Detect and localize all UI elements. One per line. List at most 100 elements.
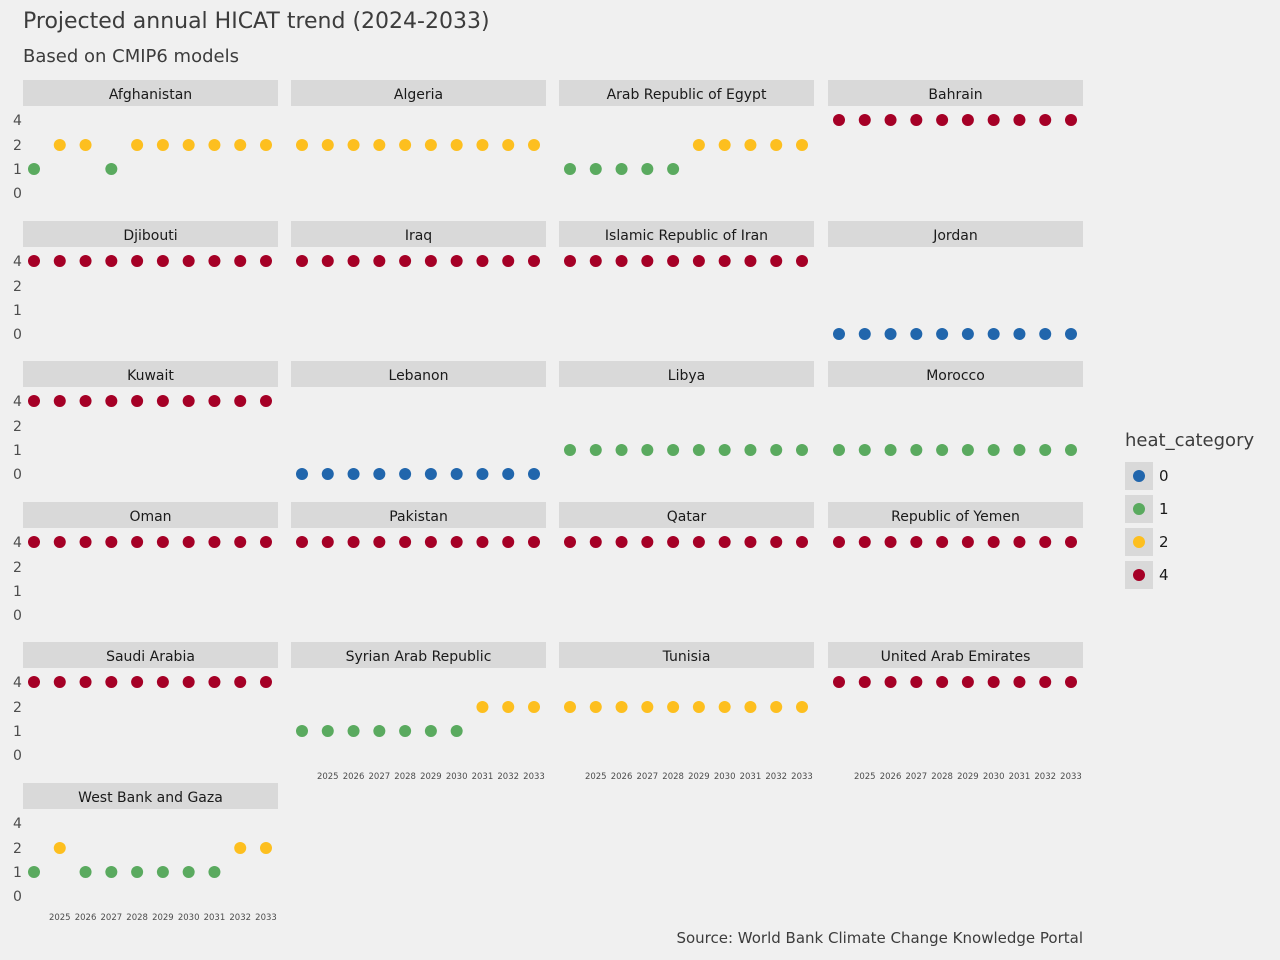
data-point (961, 536, 974, 548)
data-point (692, 701, 705, 713)
data-point (564, 701, 576, 713)
data-point (936, 328, 949, 340)
legend-swatch (1133, 535, 1145, 548)
facet-label: Qatar (667, 509, 707, 525)
facet-label: Djibouti (123, 228, 177, 244)
data-point (744, 536, 757, 548)
x-tick-label: 2028 (931, 772, 953, 782)
data-point (131, 676, 144, 688)
data-point (641, 444, 654, 456)
data-point (347, 139, 360, 151)
data-point (744, 255, 757, 267)
x-tick-label: 2028 (394, 772, 416, 782)
data-point (156, 255, 169, 267)
facet-label: United Arab Emirates (881, 649, 1031, 665)
data-point (770, 444, 783, 456)
legend-key (1125, 494, 1153, 523)
data-point (450, 255, 463, 267)
data-point (502, 701, 515, 713)
legend-label: 0 (1159, 466, 1169, 485)
data-point (589, 163, 602, 175)
legend-swatch (1133, 502, 1145, 515)
facet-strip (559, 361, 814, 387)
data-point (79, 536, 92, 548)
facet-strip (559, 221, 814, 247)
data-point (476, 468, 489, 480)
facet-label: Islamic Republic of Iran (605, 228, 768, 244)
y-tick-label: 4 (13, 113, 22, 129)
facet-panel: Arab Republic of Egypt (559, 80, 814, 175)
legend-swatch (1133, 568, 1145, 581)
facet-strip (291, 642, 546, 668)
data-point (615, 163, 628, 175)
facet-strip (559, 80, 814, 106)
data-point (234, 676, 247, 688)
data-point (53, 676, 66, 688)
data-point (28, 866, 40, 878)
x-tick-label: 2025 (49, 913, 71, 923)
data-point (208, 536, 221, 548)
y-tick-label: 0 (13, 467, 22, 483)
data-point (528, 701, 540, 713)
data-point (796, 255, 808, 267)
facet-label: Algeria (394, 87, 443, 103)
facet-panel: Morocco (828, 361, 1083, 456)
data-point (589, 255, 602, 267)
data-point (961, 444, 974, 456)
data-point (131, 536, 144, 548)
data-point (936, 444, 949, 456)
data-point (718, 255, 731, 267)
x-tick-label: 2033 (523, 772, 545, 782)
chart-caption: Source: World Bank Climate Change Knowle… (676, 929, 1083, 947)
data-point (1013, 676, 1026, 688)
data-point (79, 676, 92, 688)
y-tick-label: 4 (13, 816, 22, 832)
y-tick-label: 2 (13, 560, 22, 576)
data-point (234, 842, 247, 854)
faceted-scatter-plot: Afghanistan 0 1 2 4 Algeria Arab Republic of E… (13, 80, 1083, 923)
data-point (502, 468, 515, 480)
data-point (321, 139, 334, 151)
data-point (667, 536, 680, 548)
data-point (796, 701, 808, 713)
data-point (347, 725, 360, 737)
data-point (182, 866, 195, 878)
data-point (502, 536, 515, 548)
data-point (450, 725, 463, 737)
data-point (884, 444, 897, 456)
data-point (399, 139, 412, 151)
data-point (28, 395, 40, 407)
data-point (528, 255, 540, 267)
data-point (744, 701, 757, 713)
facet-label: Kuwait (127, 368, 174, 384)
data-point (858, 328, 871, 340)
data-point (321, 255, 334, 267)
data-point (424, 725, 437, 737)
facet-panel: Afghanistan 0 1 2 4 (13, 80, 278, 202)
data-point (796, 139, 808, 151)
data-point (987, 114, 1000, 126)
data-point (234, 255, 247, 267)
x-tick-label: 2032 (1034, 772, 1056, 782)
data-point (260, 536, 272, 548)
data-point (347, 255, 360, 267)
y-tick-label: 1 (13, 584, 22, 600)
data-point (770, 536, 783, 548)
data-point (156, 139, 169, 151)
data-point (987, 676, 1000, 688)
data-point (131, 139, 144, 151)
data-point (589, 701, 602, 713)
facet-panel: Pakistan (291, 502, 546, 548)
data-point (744, 139, 757, 151)
x-tick-label: 2025 (317, 772, 339, 782)
data-point (987, 444, 1000, 456)
data-point (79, 866, 92, 878)
y-tick-label: 4 (13, 675, 22, 691)
data-point (399, 468, 412, 480)
data-point (373, 536, 386, 548)
data-point (718, 444, 731, 456)
data-point (910, 536, 923, 548)
data-point (1039, 676, 1052, 688)
facet-panel: Syrian Arab Republic 2025 2026 2027 2028 2029… (291, 642, 546, 782)
data-point (450, 139, 463, 151)
